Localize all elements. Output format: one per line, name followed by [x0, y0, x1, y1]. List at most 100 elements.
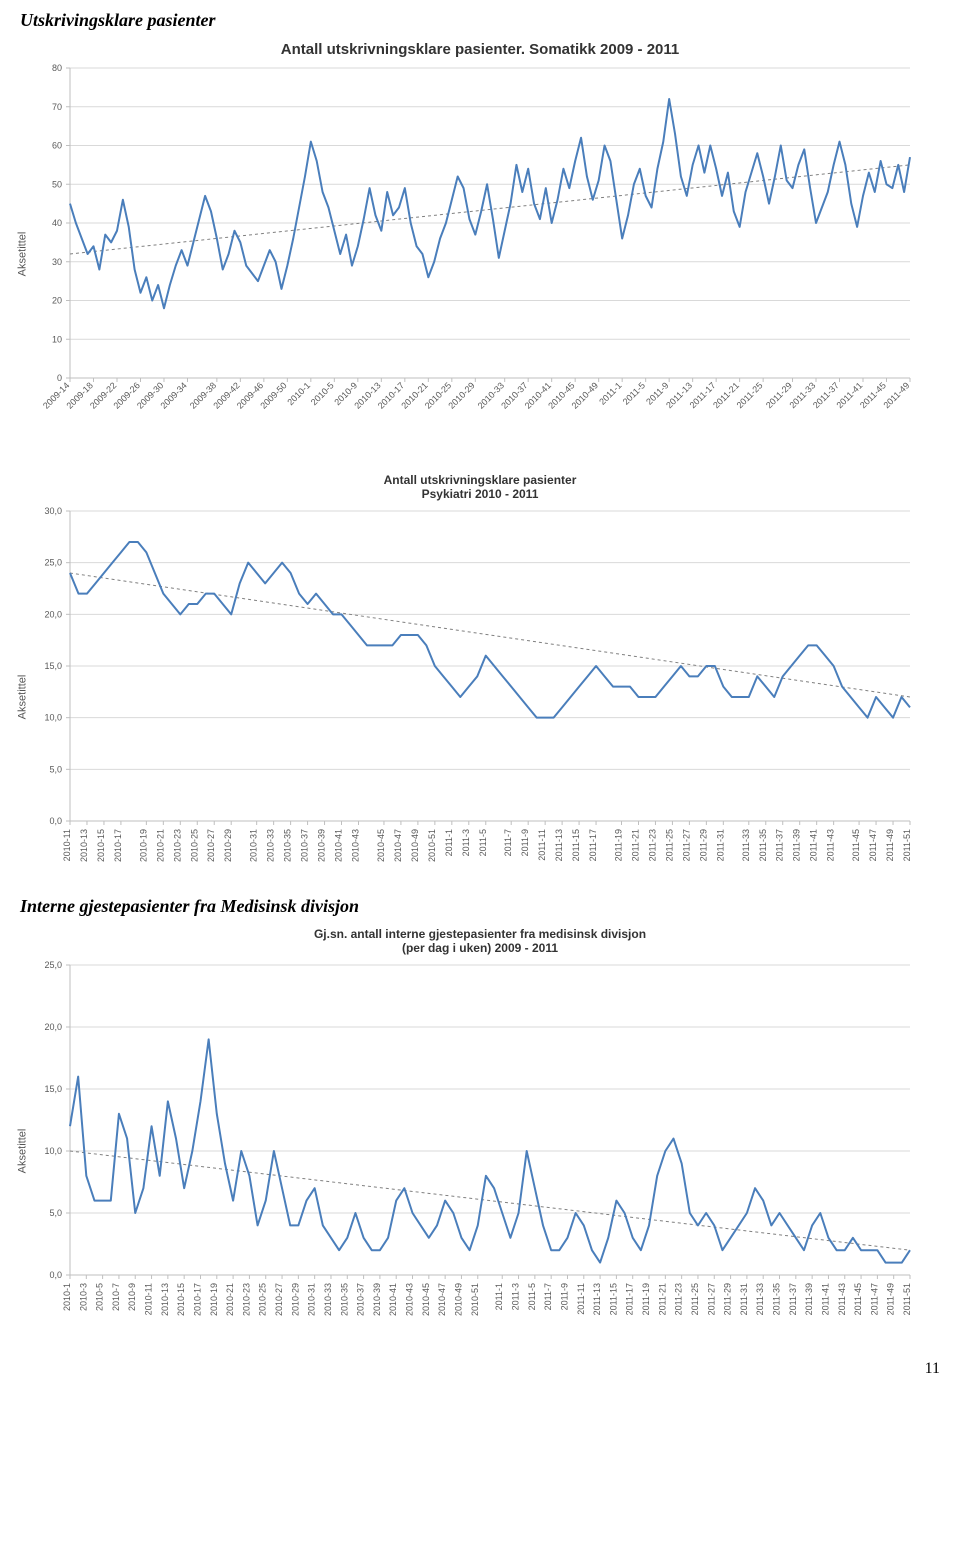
svg-text:2011-5: 2011-5 — [527, 1283, 537, 1310]
svg-text:2010-49: 2010-49 — [410, 829, 420, 862]
svg-text:2011-39: 2011-39 — [792, 829, 802, 861]
chart2-svg: 0,05,010,015,020,025,030,02010-112010-13… — [20, 506, 920, 876]
svg-text:10,0: 10,0 — [44, 1146, 62, 1156]
svg-text:2011-49: 2011-49 — [886, 1283, 896, 1315]
svg-text:2010-51: 2010-51 — [427, 829, 437, 862]
svg-text:2010-17: 2010-17 — [113, 829, 123, 862]
svg-text:2010-49: 2010-49 — [453, 1283, 463, 1316]
svg-text:2011-23: 2011-23 — [647, 829, 657, 861]
svg-text:10,0: 10,0 — [44, 713, 62, 723]
svg-text:25,0: 25,0 — [44, 558, 62, 568]
svg-text:2010-17: 2010-17 — [192, 1283, 202, 1316]
svg-text:2011-11: 2011-11 — [576, 1283, 586, 1315]
svg-text:2011-7: 2011-7 — [503, 829, 513, 856]
svg-text:2011-31: 2011-31 — [715, 829, 725, 861]
svg-text:20: 20 — [52, 296, 62, 306]
svg-text:2011-43: 2011-43 — [826, 829, 836, 861]
svg-text:2010-5: 2010-5 — [309, 380, 336, 407]
page-title: Utskrivingsklare pasienter — [20, 10, 940, 31]
svg-text:2010-33: 2010-33 — [266, 829, 276, 862]
svg-text:2011-1: 2011-1 — [494, 1283, 504, 1310]
svg-text:15,0: 15,0 — [44, 1084, 62, 1094]
svg-text:2011-15: 2011-15 — [608, 1283, 618, 1315]
svg-text:2011-15: 2011-15 — [571, 829, 581, 861]
svg-text:2011-27: 2011-27 — [706, 1283, 716, 1315]
svg-text:2009-34: 2009-34 — [158, 380, 188, 410]
svg-text:2010-51: 2010-51 — [470, 1283, 480, 1316]
svg-text:2010-45: 2010-45 — [421, 1283, 431, 1316]
svg-text:60: 60 — [52, 141, 62, 151]
svg-text:2010-39: 2010-39 — [372, 1283, 382, 1316]
svg-text:2010-49: 2010-49 — [570, 380, 600, 410]
svg-text:2011-47: 2011-47 — [869, 1283, 879, 1315]
svg-text:2011-3: 2011-3 — [461, 829, 471, 856]
svg-text:2010-37: 2010-37 — [300, 829, 310, 862]
svg-text:80: 80 — [52, 63, 62, 73]
section2-title: Interne gjestepasienter fra Medisinsk di… — [20, 896, 940, 917]
svg-text:2010-11: 2010-11 — [144, 1283, 154, 1315]
svg-text:2010-23: 2010-23 — [172, 829, 182, 862]
svg-text:2011-33: 2011-33 — [741, 829, 751, 861]
svg-text:2011-9: 2011-9 — [520, 829, 530, 856]
chart1-title: Antall utskrivningsklare pasienter. Soma… — [20, 41, 940, 58]
svg-text:2010-7: 2010-7 — [111, 1283, 121, 1311]
svg-text:2010-31: 2010-31 — [307, 1283, 317, 1316]
svg-text:2011-39: 2011-39 — [804, 1283, 814, 1315]
svg-text:2010-39: 2010-39 — [317, 829, 327, 862]
svg-text:2011-45: 2011-45 — [853, 1283, 863, 1315]
svg-text:2011-5: 2011-5 — [478, 829, 488, 856]
svg-text:2010-29: 2010-29 — [290, 1283, 300, 1316]
svg-text:2011-37: 2011-37 — [788, 1283, 798, 1315]
svg-text:0: 0 — [57, 373, 62, 383]
svg-text:2011-9: 2011-9 — [559, 1283, 569, 1310]
svg-text:2010-19: 2010-19 — [209, 1283, 219, 1316]
svg-text:30,0: 30,0 — [44, 506, 62, 516]
svg-text:5,0: 5,0 — [49, 764, 62, 774]
svg-text:2011-49: 2011-49 — [881, 380, 911, 410]
svg-text:2010-29: 2010-29 — [223, 829, 233, 862]
svg-text:2011-3: 2011-3 — [511, 1283, 521, 1310]
svg-text:2011-21: 2011-21 — [657, 1283, 667, 1315]
svg-text:2011-29: 2011-29 — [698, 829, 708, 861]
chart-psykiatri: Antall utskrivningsklare pasienter Psyki… — [20, 473, 940, 876]
svg-text:2011-19: 2011-19 — [641, 1283, 651, 1315]
svg-text:2011-51: 2011-51 — [902, 1283, 912, 1315]
chart1-ylabel: Aksetittel — [16, 232, 28, 277]
svg-text:2011-13: 2011-13 — [592, 1283, 602, 1315]
svg-text:2010-45: 2010-45 — [376, 829, 386, 862]
svg-text:0,0: 0,0 — [49, 816, 62, 826]
chart-gjestepasienter: Gj.sn. antall interne gjestepasienter fr… — [20, 927, 940, 1330]
svg-text:25,0: 25,0 — [44, 960, 62, 970]
svg-text:30: 30 — [52, 257, 62, 267]
svg-text:2011-37: 2011-37 — [775, 829, 785, 861]
svg-text:2011-25: 2011-25 — [735, 380, 765, 410]
svg-text:2011-43: 2011-43 — [837, 1283, 847, 1315]
svg-text:2011-21: 2011-21 — [630, 829, 640, 861]
svg-text:2010-13: 2010-13 — [79, 829, 89, 862]
svg-text:2011-33: 2011-33 — [755, 1283, 765, 1315]
svg-text:40: 40 — [52, 218, 62, 228]
svg-text:2010-21: 2010-21 — [155, 829, 165, 862]
svg-text:20,0: 20,0 — [44, 1022, 62, 1032]
svg-text:2011-1: 2011-1 — [597, 380, 623, 406]
chart2-ylabel: Aksetittel — [16, 675, 28, 720]
svg-text:2011-35: 2011-35 — [772, 1283, 782, 1315]
svg-text:2010-41: 2010-41 — [388, 1283, 398, 1316]
svg-text:2010-23: 2010-23 — [241, 1283, 251, 1316]
svg-text:2011-11: 2011-11 — [537, 829, 547, 861]
svg-text:50: 50 — [52, 179, 62, 189]
svg-text:2010-1: 2010-1 — [62, 1283, 72, 1311]
svg-text:2011-25: 2011-25 — [664, 829, 674, 861]
svg-text:2010-41: 2010-41 — [334, 829, 344, 862]
svg-text:2011-47: 2011-47 — [868, 829, 878, 861]
svg-text:2010-43: 2010-43 — [405, 1283, 415, 1316]
svg-text:2010-3: 2010-3 — [78, 1283, 88, 1311]
svg-text:2010-33: 2010-33 — [323, 1283, 333, 1316]
chart1-svg: 010203040506070802009-142009-182009-2220… — [20, 63, 920, 433]
svg-text:2010-35: 2010-35 — [339, 1283, 349, 1316]
svg-text:2010-47: 2010-47 — [437, 1283, 447, 1316]
svg-text:2010-15: 2010-15 — [176, 1283, 186, 1316]
svg-text:2011-41: 2011-41 — [809, 829, 819, 861]
svg-text:2011-17: 2011-17 — [588, 829, 598, 861]
svg-text:2009-50: 2009-50 — [258, 380, 288, 410]
